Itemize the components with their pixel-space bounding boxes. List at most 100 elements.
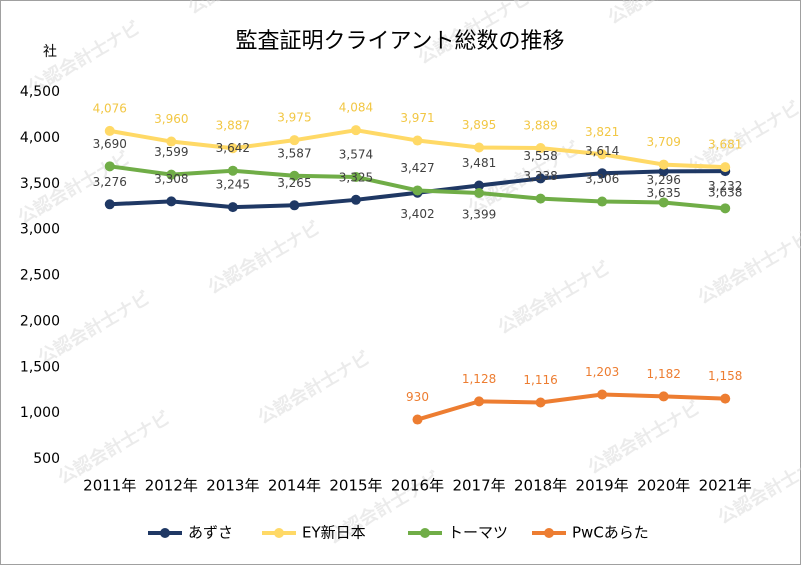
series-marker — [104, 125, 115, 136]
value-label: 3,574 — [339, 147, 373, 161]
series-marker — [289, 135, 300, 146]
value-label: 4,076 — [93, 101, 127, 115]
x-tick-label: 2013年 — [206, 477, 259, 495]
x-tick-label: 2020年 — [637, 477, 690, 495]
series-marker — [535, 173, 546, 184]
value-label: 3,690 — [93, 137, 127, 151]
value-label: 3,306 — [585, 172, 619, 186]
legend-label: EY新日本 — [302, 524, 366, 542]
series-marker — [720, 162, 731, 173]
value-label: 3,245 — [216, 178, 250, 192]
value-label: 3,481 — [462, 156, 496, 170]
value-label: 3,558 — [523, 149, 557, 163]
chart-title: 監査証明クライアント総数の推移 — [235, 29, 564, 54]
series-marker — [104, 199, 115, 210]
series-marker — [350, 194, 361, 205]
value-label: 3,887 — [216, 119, 250, 133]
series-marker — [535, 397, 546, 408]
x-tick-label: 2021年 — [699, 477, 752, 495]
legend-label: トーマツ — [448, 524, 508, 542]
value-label: 3,709 — [647, 135, 681, 149]
value-label: 3,960 — [154, 112, 188, 126]
value-label: 3,587 — [277, 146, 311, 160]
series-marker — [720, 393, 731, 404]
legend-marker — [274, 528, 284, 538]
series-marker — [658, 159, 669, 170]
value-label: 3,427 — [400, 161, 434, 175]
value-label: 1,203 — [585, 365, 619, 379]
value-label: 4,084 — [339, 101, 373, 115]
y-tick-label: 500 — [33, 451, 60, 467]
series-marker — [227, 143, 238, 154]
series-marker — [720, 203, 731, 214]
series-marker — [597, 389, 608, 400]
series-marker — [535, 143, 546, 154]
series-marker — [289, 200, 300, 211]
value-label: 3,638 — [708, 186, 742, 200]
series-marker — [412, 185, 423, 196]
value-label: 3,399 — [462, 208, 496, 222]
series-marker — [412, 135, 423, 146]
x-tick-label: 2016年 — [391, 477, 444, 495]
series-marker — [227, 202, 238, 213]
value-label: 3,325 — [339, 170, 373, 184]
value-label: 3,975 — [277, 111, 311, 125]
value-label: 3,338 — [523, 169, 557, 183]
value-label: 3,232 — [708, 179, 742, 193]
y-tick-label: 4,000 — [20, 130, 60, 146]
value-label: 3,402 — [400, 207, 434, 221]
value-label: 1,158 — [708, 369, 742, 383]
x-tick-label: 2015年 — [329, 477, 382, 495]
value-label: 3,681 — [708, 138, 742, 152]
x-tick-label: 2014年 — [268, 477, 321, 495]
series-marker — [658, 197, 669, 208]
x-tick-label: 2017年 — [452, 477, 505, 495]
series-marker — [474, 180, 485, 191]
legend-marker — [544, 528, 554, 538]
series-marker — [350, 171, 361, 182]
value-label: 3,265 — [277, 176, 311, 190]
series-marker — [535, 193, 546, 204]
value-label: 3,971 — [400, 111, 434, 125]
value-label: 3,635 — [647, 186, 681, 200]
series-marker — [474, 188, 485, 199]
series-marker — [474, 142, 485, 153]
legend-marker — [160, 528, 170, 538]
series-marker — [658, 391, 669, 402]
value-label: 930 — [406, 390, 429, 404]
series-marker — [597, 168, 608, 179]
series-line — [416, 392, 726, 422]
series-marker — [166, 136, 177, 147]
value-label: 3,599 — [154, 145, 188, 159]
x-tick-label: 2011年 — [83, 477, 136, 495]
value-label: 3,821 — [585, 125, 619, 139]
y-axis-label: 社 — [43, 44, 57, 60]
x-tick-label: 2019年 — [576, 477, 629, 495]
series-marker — [227, 165, 238, 176]
legend-label: PwCあらた — [572, 524, 649, 542]
series-marker — [412, 414, 423, 425]
value-label: 3,614 — [585, 144, 619, 158]
series-marker — [597, 149, 608, 160]
y-tick-label: 1,000 — [20, 405, 60, 421]
value-label: 1,182 — [647, 367, 681, 381]
y-tick-label: 1,500 — [20, 359, 60, 375]
series-marker — [166, 169, 177, 180]
y-tick-label: 2,000 — [20, 313, 60, 329]
series-marker — [166, 196, 177, 207]
value-label: 3,276 — [93, 175, 127, 189]
value-label: 3,308 — [154, 172, 188, 186]
series-marker — [474, 396, 485, 407]
value-label: 3,889 — [523, 119, 557, 133]
series-marker — [350, 125, 361, 136]
series-marker — [289, 170, 300, 181]
x-tick-label: 2018年 — [514, 477, 567, 495]
value-label: 1,116 — [523, 373, 557, 387]
x-tick-label: 2012年 — [145, 477, 198, 495]
series-marker — [104, 161, 115, 172]
value-label: 1,128 — [462, 372, 496, 386]
series-marker — [597, 196, 608, 207]
y-tick-label: 3,500 — [20, 176, 60, 192]
